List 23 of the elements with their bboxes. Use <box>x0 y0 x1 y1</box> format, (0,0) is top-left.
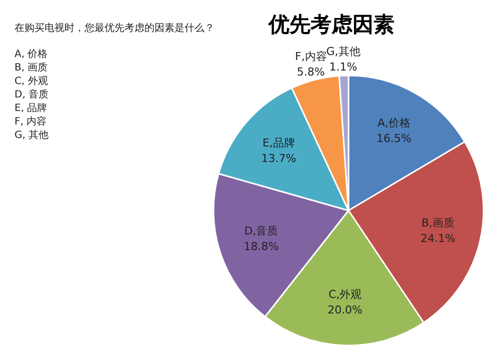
chart-title: 优先考虑因素 <box>268 12 394 36</box>
slice-label: A,价格 <box>377 116 411 130</box>
data-label: 13.7% <box>261 152 296 166</box>
data-label: 16.5% <box>376 132 412 146</box>
text: B, 画质 <box>14 62 48 74</box>
data-label: 24.1% <box>420 232 456 246</box>
data-label: 5.8% <box>296 65 325 78</box>
slice-label: B,画质 <box>422 216 455 230</box>
text: E, 品牌 <box>14 102 48 114</box>
text: D, 音质 <box>14 88 49 100</box>
slice-label: G,其他 <box>326 45 360 58</box>
text: C, 外观 <box>14 76 48 87</box>
text: F, 内容 <box>14 116 47 128</box>
slice-label: E,品牌 <box>262 136 295 150</box>
data-label: 1.1% <box>329 60 358 74</box>
text: A, 价格 <box>14 48 48 60</box>
slice-label: F,内容 <box>294 50 327 63</box>
data-label: 18.8% <box>244 240 279 254</box>
text: 在购买电视时，您最优先考虑的因素是什么？ <box>14 22 214 34</box>
text: G, 其他 <box>14 129 49 141</box>
slice-label: C,外观 <box>328 288 362 301</box>
slice-label: D,音质 <box>244 224 278 238</box>
data-label: 20.0% <box>328 304 363 317</box>
